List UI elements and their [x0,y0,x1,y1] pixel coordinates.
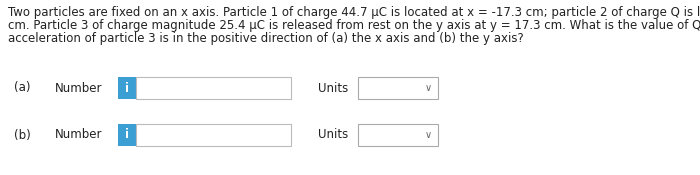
Text: ∨: ∨ [424,130,432,140]
Text: Units: Units [318,82,349,95]
Text: Units: Units [318,128,349,142]
Text: acceleration of particle 3 is in the positive direction of (a) the x axis and (b: acceleration of particle 3 is in the pos… [8,32,524,45]
Text: Number: Number [55,82,102,95]
Bar [358,124,438,146]
Bar [136,124,291,146]
Text: i: i [125,82,129,95]
Text: (b): (b) [14,128,31,142]
Bar [118,124,136,146]
Text: i: i [125,128,129,142]
Text: Two particles are fixed on an x axis. Particle 1 of charge 44.7 μC is located at: Two particles are fixed on an x axis. Pa… [8,6,700,19]
Text: ∨: ∨ [424,83,432,93]
Text: Number: Number [55,128,102,142]
Bar [118,77,136,99]
Bar [358,77,438,99]
Bar [136,77,291,99]
Text: (a): (a) [14,82,31,95]
Text: cm. Particle 3 of charge magnitude 25.4 μC is released from rest on the y axis a: cm. Particle 3 of charge magnitude 25.4 … [8,19,700,32]
